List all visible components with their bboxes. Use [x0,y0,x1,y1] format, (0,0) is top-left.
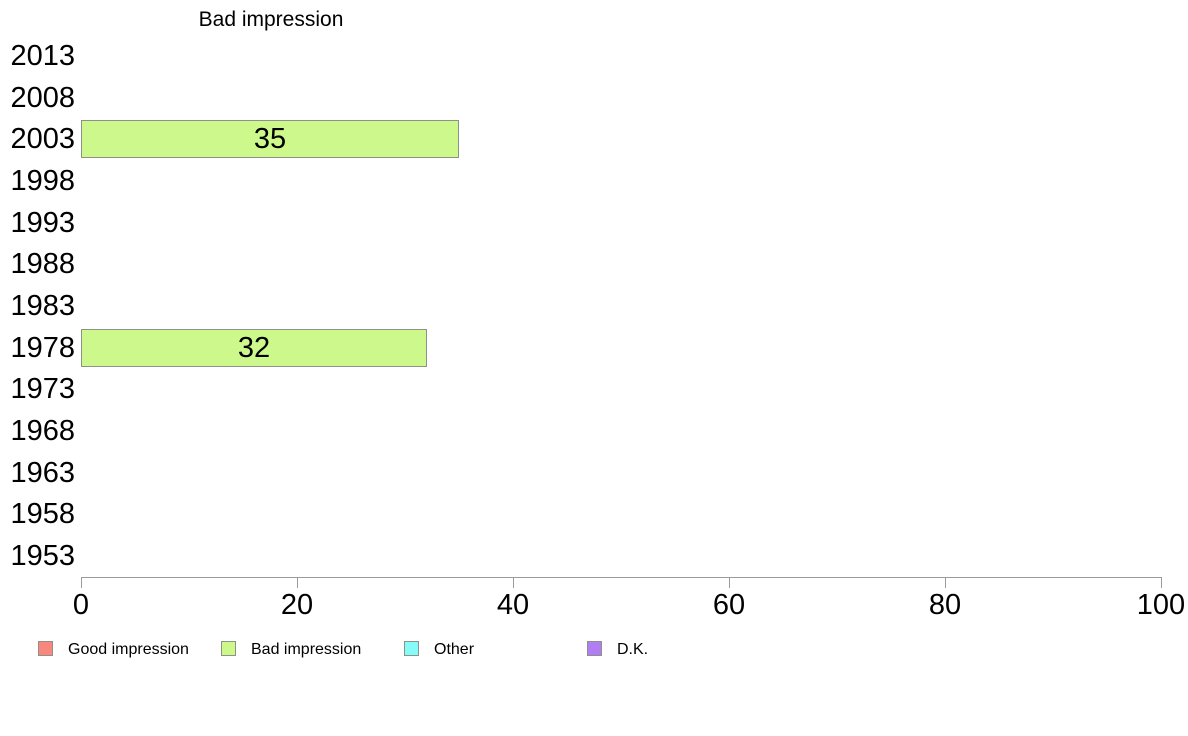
y-axis-label: 1958 [10,498,75,530]
y-axis-label: 1968 [10,415,75,447]
legend-swatch [38,641,53,656]
x-axis-tick-label: 100 [1136,589,1186,621]
bar-value-label: 32 [237,332,271,364]
x-axis-tick-label: 60 [712,589,746,621]
legend-swatch [221,641,236,656]
y-axis-label: 1998 [10,165,75,197]
chart-title: Bad impression [198,8,344,31]
bar: 35 [81,120,459,158]
legend-label: Other [434,641,475,658]
x-axis-tick [945,577,946,588]
y-axis-label: 2003 [10,123,75,155]
x-axis-tick [81,577,82,588]
y-axis-label: 2013 [10,40,75,72]
x-axis-tick [297,577,298,588]
x-axis-tick-label: 0 [72,589,90,621]
legend-swatch [404,641,419,656]
x-axis-tick [513,577,514,588]
y-axis-label: 1983 [10,290,75,322]
y-axis-label: 1988 [10,248,75,280]
x-axis-tick-label: 80 [928,589,962,621]
y-axis-label: 2008 [10,82,75,114]
x-axis-tick [729,577,730,588]
y-axis-label: 1953 [10,540,75,572]
legend-label: Bad impression [251,641,362,658]
bar-value-label: 35 [253,123,287,155]
x-axis-tick [1161,577,1162,588]
y-axis-label: 1963 [10,457,75,489]
x-axis-line [81,577,1162,578]
legend-label: D.K. [617,641,649,658]
legend-swatch [587,641,602,656]
x-axis-tick-label: 40 [496,589,530,621]
legend-label: Good impression [68,641,189,658]
y-axis-label: 1993 [10,207,75,239]
bar: 32 [81,329,427,367]
y-axis-label: 1973 [10,373,75,405]
x-axis-tick-label: 20 [280,589,314,621]
y-axis-label: 1978 [10,332,75,364]
